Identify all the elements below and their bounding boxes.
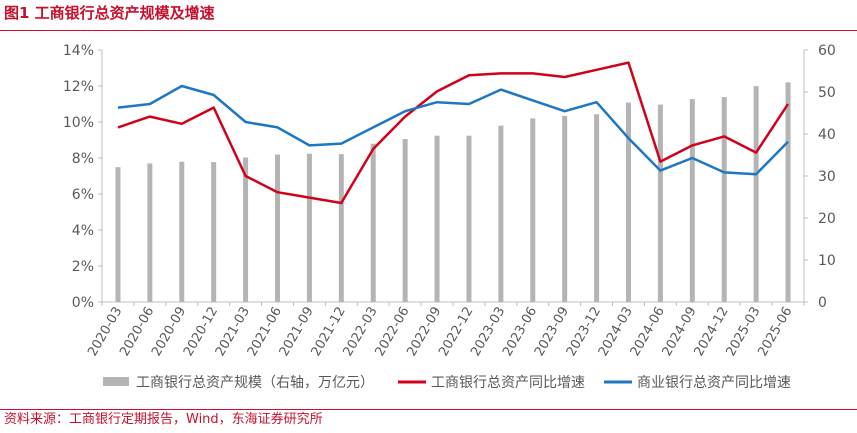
- bar-asset-size: [275, 154, 280, 302]
- line-icbc-growth: [117, 61, 790, 205]
- legend-swatch-bar: [103, 377, 129, 386]
- bar-asset-size: [657, 104, 663, 302]
- left-axis-tick-label: 10%: [63, 115, 94, 131]
- right-axis-tick-label: 10: [818, 253, 836, 269]
- bar-asset-size: [147, 163, 153, 302]
- right-axis-tick-label: 60: [818, 43, 836, 59]
- bar-asset-size: [211, 162, 217, 302]
- right-axis-tick-label: 40: [818, 127, 836, 143]
- bar-asset-size: [721, 97, 727, 302]
- left-axis-tick-label: 12%: [63, 79, 94, 95]
- legend: 工商银行总资产规模（右轴，万亿元） 工商银行总资产同比增速 商业银行总资产同比增速: [103, 375, 791, 391]
- bar-asset-size: [498, 125, 504, 302]
- bar-asset-size: [115, 167, 121, 302]
- source-note: 资料来源：工商银行定期报告，Wind，东海证券研究所: [4, 412, 323, 427]
- right-axis-tick-label: 0: [818, 295, 827, 311]
- legend-label: 商业银行总资产同比增速: [637, 375, 791, 391]
- title-rule: [0, 30, 857, 31]
- bar-asset-size: [753, 86, 759, 303]
- right-axis-tick-label: 30: [818, 169, 836, 185]
- left-axis-tick-label: 0%: [72, 295, 94, 311]
- figure-title: 图1 工商银行总资产规模及增速: [4, 4, 215, 22]
- bar-asset-size: [434, 135, 440, 302]
- line-bank-growth: [117, 84, 789, 176]
- bar-asset-size: [594, 114, 600, 302]
- legend-label: 工商银行总资产规模（右轴，万亿元）: [136, 375, 374, 391]
- bar-layer: [115, 82, 791, 303]
- right-axis-tick-label: 20: [818, 211, 836, 227]
- left-axis-tick-label: 8%: [72, 151, 94, 167]
- left-axis-tick-label: 14%: [63, 43, 94, 59]
- legend-label: 工商银行总资产同比增速: [431, 375, 585, 391]
- bar-asset-size: [402, 139, 408, 302]
- bar-asset-size: [306, 153, 312, 302]
- grid-layer: [101, 50, 805, 303]
- bar-asset-size: [179, 161, 185, 302]
- left-axis-tick-label: 2%: [72, 259, 94, 275]
- bar-asset-size: [689, 99, 695, 302]
- bar-asset-size: [338, 154, 344, 302]
- line-layer: [117, 61, 790, 205]
- bar-asset-size: [530, 118, 536, 303]
- axis-layer: 0%2%4%6%8%10%12%14%01020304050602020-032…: [63, 43, 836, 359]
- bar-asset-size: [562, 115, 568, 302]
- bar-asset-size: [466, 135, 472, 302]
- source-rule: [0, 409, 857, 410]
- bar-asset-size: [785, 82, 791, 302]
- bar-asset-size: [243, 157, 249, 302]
- left-axis-tick-label: 4%: [72, 223, 94, 239]
- right-axis-tick-label: 50: [818, 85, 836, 101]
- left-axis-tick-label: 6%: [72, 187, 94, 203]
- bar-asset-size: [626, 102, 631, 302]
- bar-asset-size: [370, 143, 376, 302]
